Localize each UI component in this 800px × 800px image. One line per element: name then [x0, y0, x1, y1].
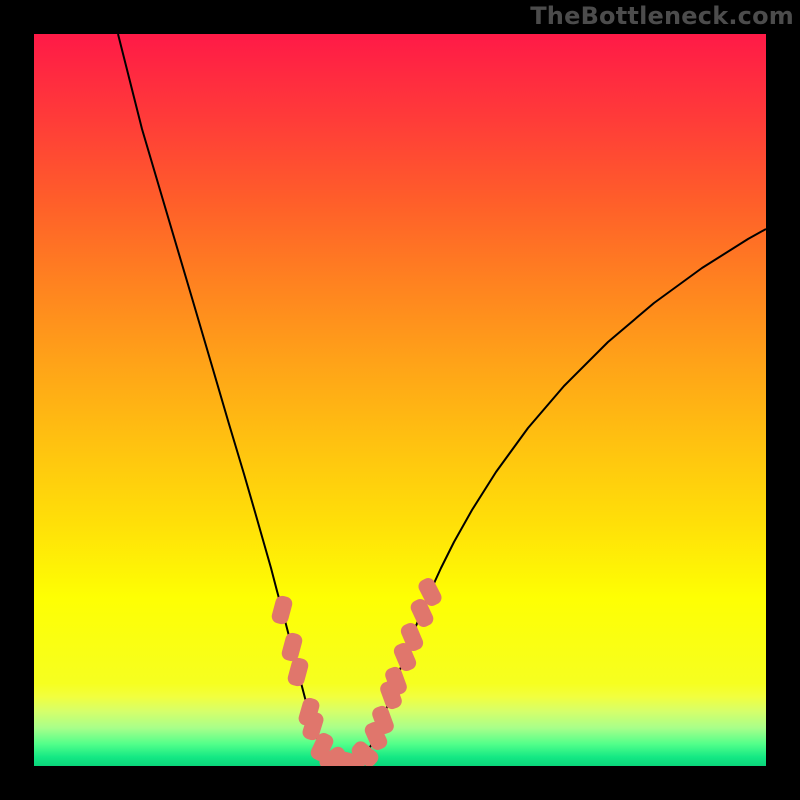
attribution-label: TheBottleneck.com [530, 0, 800, 30]
plot-frame [34, 34, 766, 766]
curve-marker [286, 656, 310, 687]
markers-layer [270, 576, 444, 766]
curve-marker [280, 631, 304, 662]
curve-marker [270, 594, 294, 625]
curve-left-branch [118, 34, 342, 763]
figure-root: TheBottleneck.com [0, 0, 800, 800]
curve-layer [34, 34, 766, 766]
